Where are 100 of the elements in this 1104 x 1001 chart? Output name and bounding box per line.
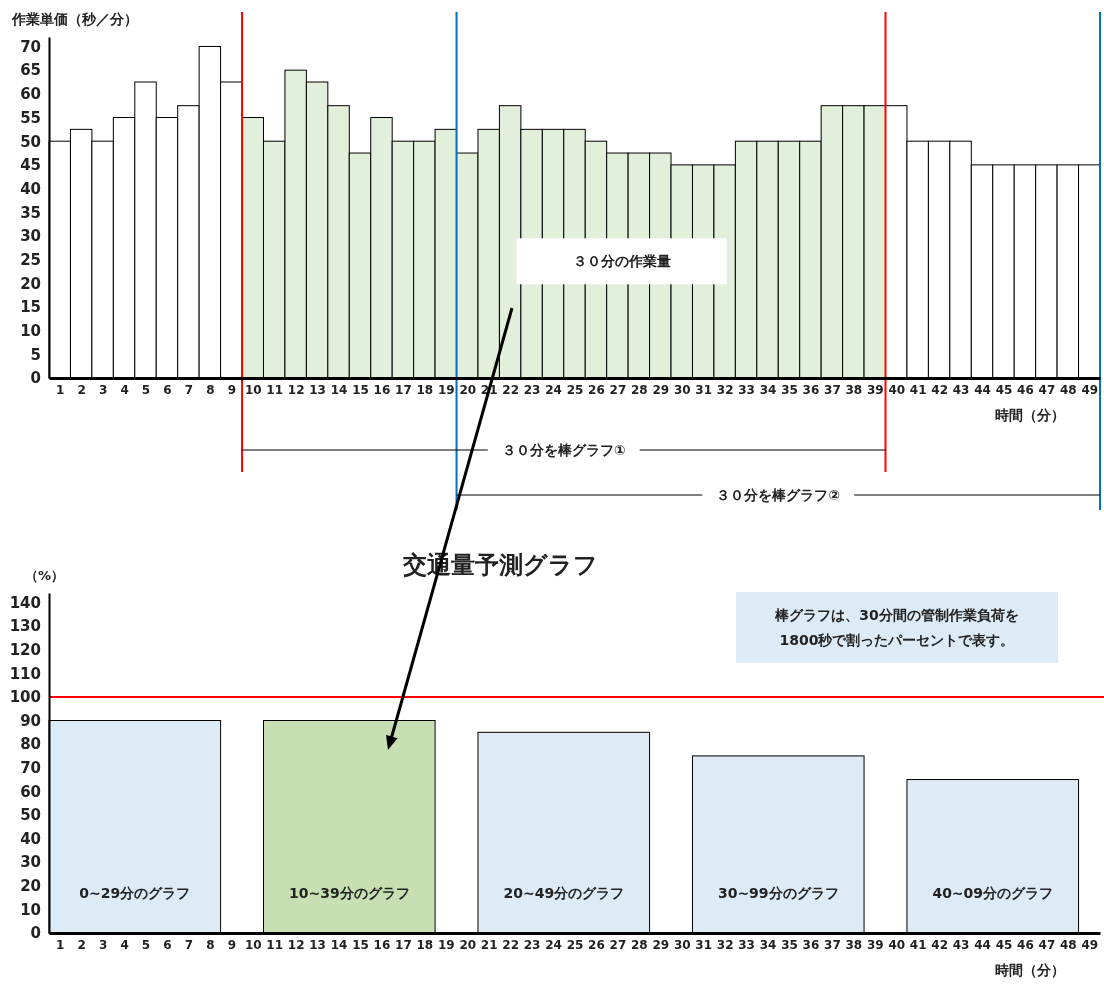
x-tick-label: 31 — [695, 937, 713, 952]
y-tick-label: 90 — [20, 711, 41, 730]
x-tick-label: 1 — [56, 382, 65, 397]
x-tick-label: 12 — [287, 382, 305, 397]
x-tick-label: 27 — [609, 937, 627, 952]
x-tick-label: 42 — [931, 937, 948, 952]
x-tick-label: 37 — [824, 937, 841, 952]
x-tick-label: 17 — [395, 937, 412, 952]
y-tick-label: 65 — [20, 61, 41, 80]
y-tick-label: 30 — [20, 227, 41, 246]
x-tick-label: 2 — [77, 937, 86, 952]
x-tick-label: 23 — [523, 937, 541, 952]
x-tick-label: 11 — [266, 937, 284, 952]
x-tick-label: 35 — [781, 382, 798, 397]
x-tick-label: 45 — [995, 937, 1013, 952]
y-tick-label: 80 — [20, 735, 41, 754]
x-tick-label: 11 — [266, 382, 284, 397]
x-tick-label: 26 — [588, 937, 605, 952]
x-tick-label: 3 — [98, 937, 108, 952]
x-tick-label: 20 — [459, 937, 477, 952]
x-tick-label: 4 — [120, 382, 129, 397]
x-tick-label: 13 — [309, 382, 326, 397]
y-tick-label: 100 — [9, 688, 41, 707]
x-tick-label: 30 — [673, 382, 691, 397]
x-tick-label: 12 — [287, 937, 305, 952]
y-tick-label: 50 — [20, 132, 41, 151]
x-tick-label: 34 — [759, 382, 777, 397]
x-tick-label: 43 — [952, 937, 970, 952]
x-tick-label: 19 — [437, 937, 455, 952]
x-tick-label: 15 — [352, 382, 369, 397]
x-tick-label: 44 — [974, 382, 991, 397]
x-tick-label: 37 — [824, 382, 841, 397]
x-tick-label: 25 — [566, 937, 584, 952]
x-tick-label: 47 — [1038, 937, 1056, 952]
x-tick-label: 18 — [416, 382, 434, 397]
x-tick-label: 48 — [1059, 382, 1077, 397]
x-tick-label: 35 — [781, 937, 798, 952]
x-tick-label: 9 — [227, 382, 236, 397]
x-tick-label: 27 — [609, 382, 627, 397]
x-tick-label: 20 — [459, 382, 477, 397]
annotation: 棒グラフは、30分間の管制作業負荷を 1800秒で割ったパーセントで表す。 — [774, 607, 1019, 648]
x-tick-label: 46 — [1017, 382, 1034, 397]
x-tick-label: 32 — [716, 382, 734, 397]
x-axis-title: 時間（分） — [995, 962, 1065, 978]
x-tick-label: 26 — [588, 382, 605, 397]
x-tick-label: 18 — [416, 937, 434, 952]
x-tick-label: 8 — [206, 937, 215, 952]
x-tick-label: 25 — [566, 382, 584, 397]
x-tick-label: 45 — [995, 382, 1013, 397]
y-tick-label: 30 — [20, 853, 41, 872]
y-tick-label: 50 — [20, 806, 41, 825]
x-tick-label: 5 — [141, 937, 151, 952]
annotation: 10~39分のグラフ — [288, 885, 410, 901]
y-tick-label: 10 — [20, 900, 41, 919]
x-tick-label: 21 — [480, 937, 498, 952]
x-tick-label: 48 — [1059, 937, 1077, 952]
x-tick-label: 28 — [631, 382, 648, 397]
x-tick-label: 10 — [244, 937, 262, 952]
y-tick-label: 55 — [20, 108, 41, 127]
x-tick-label: 38 — [845, 382, 863, 397]
x-tick-label: 39 — [866, 937, 884, 952]
y-tick-label: 60 — [20, 85, 41, 104]
y-axis-title: 作業単価（秒／分） — [11, 11, 138, 27]
x-tick-label: 44 — [974, 937, 991, 952]
x-tick-label: 9 — [227, 937, 236, 952]
y-tick-label: 40 — [20, 179, 41, 198]
y-tick-label: 25 — [20, 250, 41, 269]
x-tick-label: 3 — [98, 382, 108, 397]
y-axis-title: （%） — [25, 568, 65, 583]
y-tick-label: 130 — [9, 617, 41, 636]
annotation: 30~99分のグラフ — [717, 885, 839, 901]
y-tick-label: 15 — [20, 298, 41, 317]
x-tick-label: 43 — [952, 382, 970, 397]
x-tick-label: 29 — [652, 937, 670, 952]
y-tick-label: 45 — [20, 156, 41, 175]
text: ３０分を棒グラフ① — [501, 442, 626, 458]
x-tick-label: 24 — [545, 937, 562, 952]
x-tick-label: 36 — [802, 382, 820, 397]
x-tick-label: 13 — [309, 937, 326, 952]
x-tick-label: 30 — [673, 937, 691, 952]
y-tick-label: 35 — [20, 203, 41, 222]
x-tick-label: 22 — [502, 937, 519, 952]
x-tick-label: 16 — [373, 382, 391, 397]
y-tick-label: 70 — [20, 37, 41, 56]
y-tick-label: 0 — [30, 924, 41, 943]
annotation: 0~29分のグラフ — [79, 885, 191, 901]
text: ３０分を棒グラフ② — [716, 487, 841, 503]
y-tick-label: 60 — [20, 782, 41, 801]
annotation: 40~09分のグラフ — [932, 885, 1054, 901]
y-tick-label: 20 — [20, 877, 41, 896]
x-tick-label: 41 — [909, 937, 927, 952]
x-tick-label: 36 — [802, 937, 820, 952]
x-tick-label: 24 — [545, 382, 562, 397]
x-tick-label: 19 — [437, 382, 455, 397]
y-tick-label: 140 — [9, 593, 41, 612]
x-tick-label: 34 — [759, 937, 777, 952]
x-tick-label: 40 — [888, 382, 906, 397]
annotation: 20~49分のグラフ — [503, 885, 625, 901]
x-tick-label: 6 — [163, 937, 172, 952]
x-tick-label: 38 — [845, 937, 863, 952]
